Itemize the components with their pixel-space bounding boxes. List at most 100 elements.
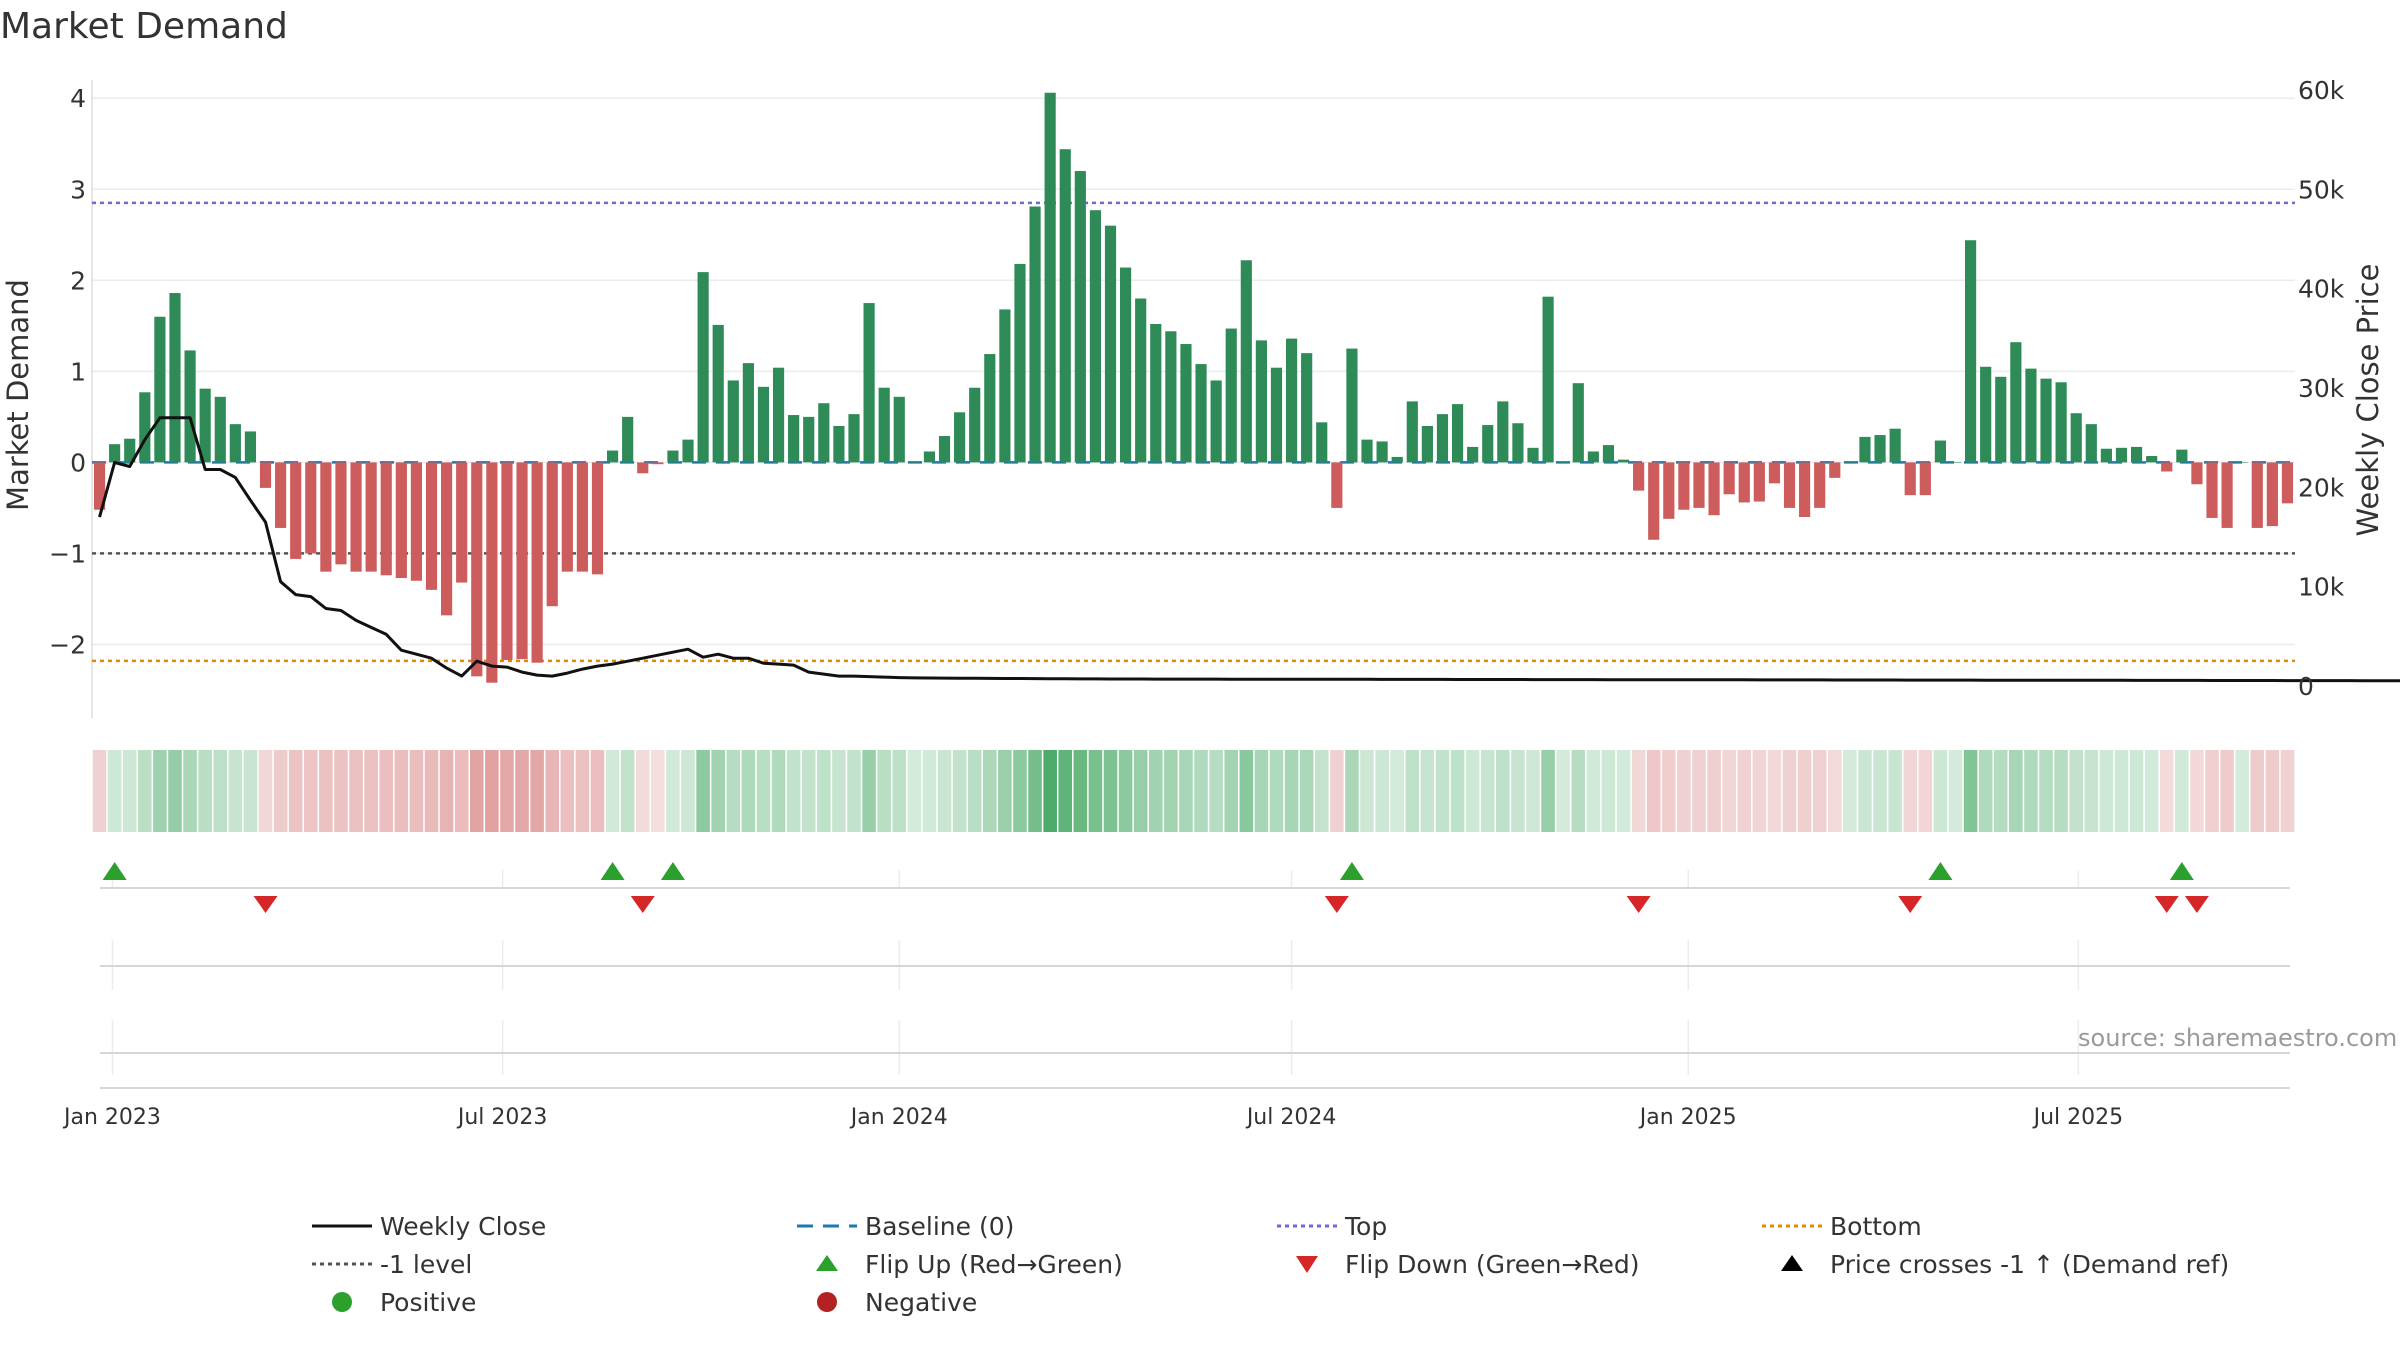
heat-cell bbox=[2159, 750, 2174, 832]
demand-bar bbox=[908, 462, 920, 463]
heat-cell bbox=[1888, 750, 1902, 832]
demand-bar bbox=[1829, 462, 1841, 478]
demand-bar bbox=[878, 387, 890, 463]
flip-down-marker bbox=[2184, 896, 2209, 913]
heat-cell bbox=[1269, 750, 1284, 832]
demand-bar bbox=[1301, 353, 1313, 463]
demand-bar bbox=[1738, 462, 1750, 503]
legend-label: Price crosses -1 ↑ (Demand ref) bbox=[1830, 1249, 2230, 1279]
y-tick-label: 4 bbox=[70, 84, 86, 113]
demand-bar bbox=[1285, 338, 1298, 463]
heat-cell bbox=[168, 750, 182, 832]
heat-cell bbox=[2039, 750, 2053, 832]
heat-cell bbox=[620, 750, 635, 832]
demand-bar bbox=[2266, 462, 2278, 527]
legend-item: Flip Up (Red→Green) bbox=[785, 1246, 1123, 1282]
heat-cell bbox=[1646, 750, 1661, 832]
demand-bar bbox=[365, 462, 377, 572]
demand-bar bbox=[2025, 368, 2037, 463]
demand-bar bbox=[1074, 171, 1086, 463]
heat-cell bbox=[771, 750, 786, 832]
y-tick-label: 3 bbox=[70, 175, 86, 204]
flip-down-marker bbox=[630, 896, 655, 913]
heat-cell bbox=[832, 750, 846, 832]
flip-up-marker bbox=[600, 862, 625, 880]
legend: Weekly Close Baseline (0) Top Bottom -1 leve… bbox=[300, 1208, 2250, 1328]
demand-bars bbox=[93, 92, 2294, 683]
heat-cell bbox=[1299, 750, 1314, 832]
heat-cell bbox=[2144, 750, 2159, 832]
demand-bar bbox=[124, 438, 136, 463]
heat-cell bbox=[1737, 750, 1752, 832]
demand-bar bbox=[109, 444, 121, 463]
x-tick-label: Jan 2023 bbox=[62, 1105, 161, 1130]
demand-bar bbox=[1949, 462, 1962, 463]
demand-bar bbox=[1693, 462, 1705, 508]
heat-cell bbox=[1465, 750, 1480, 832]
demand-bar bbox=[2206, 462, 2218, 518]
heat-cell bbox=[1616, 750, 1631, 832]
heat-cell bbox=[1692, 750, 1706, 832]
heat-cell bbox=[454, 750, 469, 832]
demand-bar bbox=[2130, 446, 2143, 463]
market-demand-chart: −2 −1 0 1 2 3 4 0 10k 20k 30k 40k 50k 60k Jan 2023 Ju… bbox=[1, 76, 2400, 1130]
heat-cell bbox=[666, 750, 680, 832]
demand-bar bbox=[1331, 462, 1343, 508]
heat-cell bbox=[892, 750, 907, 832]
legend-item: Flip Down (Green→Red) bbox=[1265, 1246, 1640, 1282]
legend-symbol-dotted-gray bbox=[300, 1246, 372, 1282]
heat-cell bbox=[349, 750, 363, 832]
weekly-close-line bbox=[98, 416, 2400, 683]
heat-cell bbox=[1752, 750, 1767, 832]
demand-bar bbox=[622, 416, 634, 463]
flip-down-marker bbox=[253, 896, 278, 913]
demand-bar bbox=[471, 462, 483, 677]
heat-cell bbox=[273, 750, 288, 832]
demand-bar bbox=[1633, 462, 1645, 491]
demand-bar bbox=[1723, 462, 1735, 495]
heat-cell bbox=[1435, 750, 1450, 832]
heat-cell bbox=[1314, 750, 1329, 832]
heat-cell bbox=[485, 750, 499, 832]
heat-cell bbox=[122, 750, 137, 832]
heat-cell bbox=[334, 750, 348, 832]
heat-cell bbox=[1390, 750, 1404, 832]
demand-bar bbox=[2070, 413, 2082, 463]
heat-cell bbox=[1631, 750, 1646, 832]
demand-bar bbox=[833, 425, 845, 463]
demand-bar bbox=[606, 450, 619, 463]
legend-symbol-dashed-line bbox=[785, 1208, 857, 1244]
page-title: Market Demand bbox=[0, 6, 288, 47]
demand-bar bbox=[1104, 225, 1117, 463]
legend-symbol-triangle-up-black bbox=[1750, 1246, 1816, 1282]
legend-label: Bottom bbox=[1830, 1211, 1922, 1241]
demand-bar bbox=[441, 462, 453, 616]
heat-cell bbox=[1903, 750, 1918, 832]
heat-cell bbox=[319, 750, 333, 832]
legend-symbol-triangle-up-green bbox=[785, 1246, 851, 1282]
demand-bar bbox=[2040, 378, 2052, 463]
demand-bar bbox=[154, 316, 166, 463]
heat-cell bbox=[1164, 750, 1178, 832]
legend-symbol-dotted-orange bbox=[1750, 1208, 1822, 1244]
legend-label: Flip Down (Green→Red) bbox=[1345, 1249, 1640, 1279]
demand-bar bbox=[395, 462, 407, 579]
heat-cell bbox=[756, 750, 771, 832]
heat-cell bbox=[1103, 750, 1118, 832]
demand-bar bbox=[923, 451, 936, 463]
heat-cell bbox=[1978, 750, 1993, 832]
heat-cell bbox=[1345, 750, 1359, 832]
heat-cell bbox=[681, 750, 695, 832]
demand-bar bbox=[1497, 401, 1509, 463]
heat-cell bbox=[379, 750, 394, 832]
demand-bar bbox=[1120, 267, 1132, 463]
heat-cell bbox=[1918, 750, 1933, 832]
reference-lines bbox=[92, 201, 2295, 663]
demand-bar bbox=[2221, 462, 2233, 528]
heat-cell bbox=[1405, 750, 1420, 832]
demand-bar bbox=[1346, 348, 1358, 463]
demand-bar bbox=[1557, 462, 1569, 463]
heat-cell bbox=[288, 750, 303, 832]
heat-cell bbox=[877, 750, 891, 832]
heat-cell bbox=[937, 750, 952, 832]
